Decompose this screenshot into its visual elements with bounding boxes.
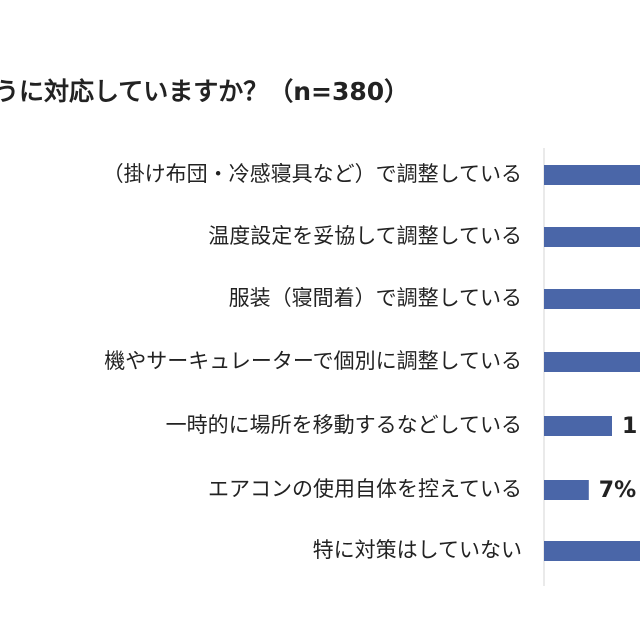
chart-title: うに対応していますか？（n=380） — [0, 77, 410, 106]
bar — [544, 352, 640, 372]
bar — [544, 165, 640, 185]
bar — [544, 541, 640, 561]
category-label: エアコンの使用自体を控えている — [208, 477, 522, 501]
category-label: 一時的に場所を移動するなどしている — [166, 413, 522, 437]
category-label: 服装（寝間着）で調整している — [229, 286, 522, 310]
bar — [544, 480, 589, 500]
bar — [544, 416, 612, 436]
category-label: （掛け布団・冷感寝具など）で調整している — [103, 162, 522, 186]
bar — [544, 289, 640, 309]
value-label: 7% — [599, 478, 636, 503]
category-label: 機やサーキュレーターで個別に調整している — [104, 349, 522, 373]
bar — [544, 227, 640, 247]
category-label: 特に対策はしていない — [313, 538, 522, 562]
category-label: 温度設定を妥協して調整している — [208, 224, 522, 248]
value-label: 1 — [622, 414, 637, 439]
